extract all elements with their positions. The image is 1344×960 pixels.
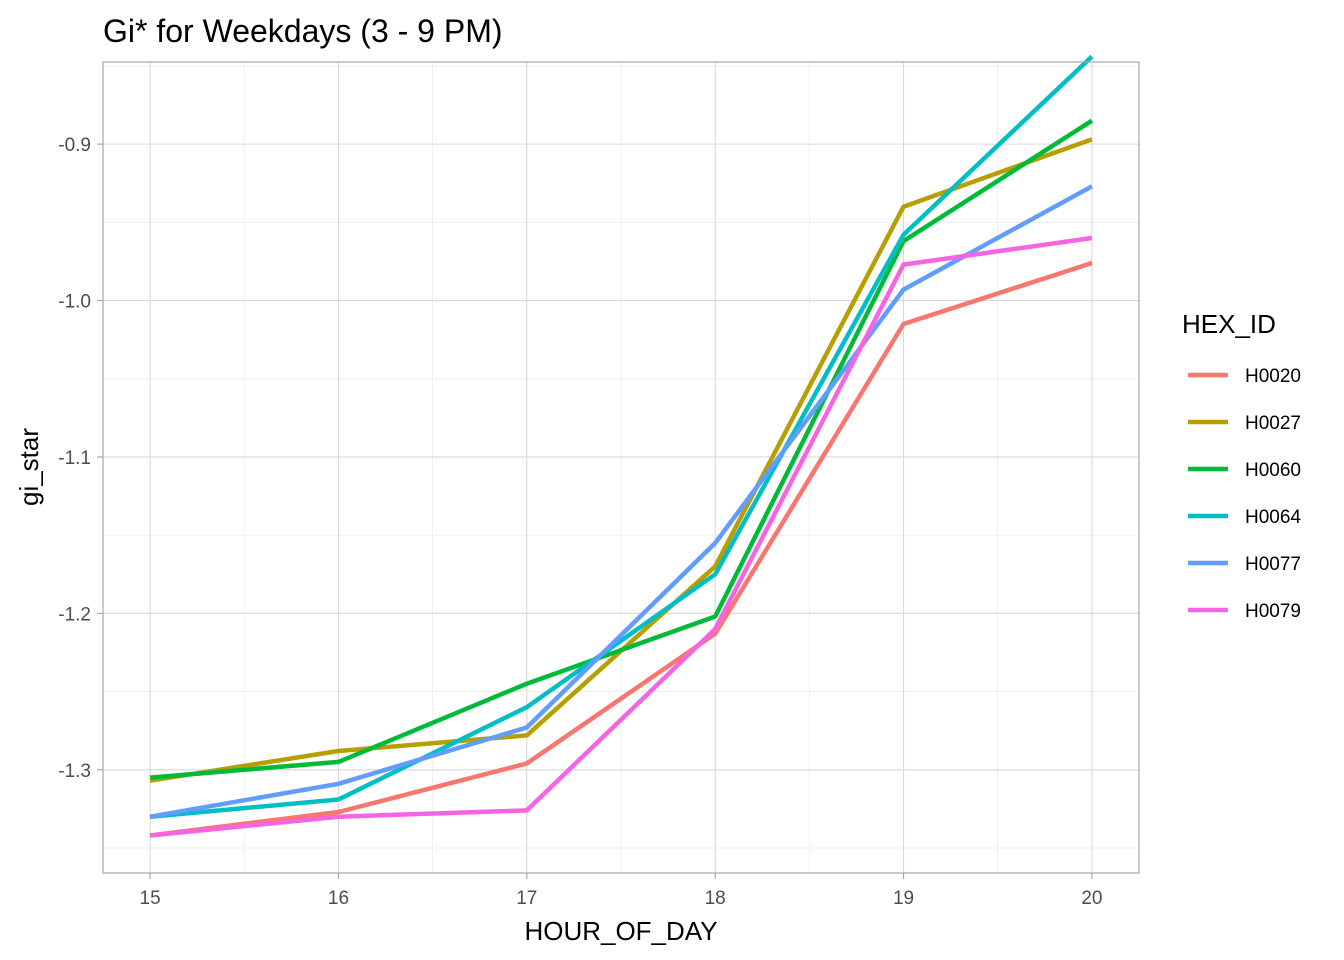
series-line-h0020 xyxy=(149,260,1093,838)
minor-gridlines xyxy=(103,62,1139,873)
x-tick-label: 18 xyxy=(705,888,726,909)
y-tick-label: -1.3 xyxy=(58,761,91,782)
y-tick-label: -1.0 xyxy=(58,292,91,313)
plot-panel-border xyxy=(102,61,1140,874)
series-line-h0077 xyxy=(149,184,1093,819)
major-gridlines xyxy=(103,62,1139,873)
y-tick-label: -1.2 xyxy=(58,604,91,625)
y-axis-ticks: -1.3 -1.2 -1.1 -1.0 -0.9 xyxy=(58,135,103,782)
legend-label-h0060: H0060 xyxy=(1245,460,1301,481)
legend-label-h0079: H0079 xyxy=(1245,601,1301,622)
x-tick-label: 17 xyxy=(516,888,537,909)
y-tick-label: -0.9 xyxy=(58,135,91,156)
series-lines xyxy=(149,54,1094,838)
x-tick-label: 15 xyxy=(140,888,161,909)
x-tick-label: 19 xyxy=(893,888,914,909)
legend-label-h0064: H0064 xyxy=(1245,507,1301,528)
x-axis-ticks: 15 16 17 18 19 20 xyxy=(140,873,1102,909)
x-tick-label: 20 xyxy=(1081,888,1102,909)
legend-label-h0020: H0020 xyxy=(1245,366,1301,387)
y-axis-title: gi_star xyxy=(14,428,44,506)
y-tick-label: -1.1 xyxy=(58,448,91,469)
series-line-h0064 xyxy=(149,54,1094,819)
legend: HEX_ID H0020 H0027 H0060 H0064 H0077 H0079 xyxy=(1182,309,1301,622)
series-line-h0079 xyxy=(149,235,1093,838)
legend-title: HEX_ID xyxy=(1182,309,1276,339)
chart-title: Gi* for Weekdays (3 - 9 PM) xyxy=(103,13,503,49)
legend-label-h0077: H0077 xyxy=(1245,554,1301,575)
legend-label-h0027: H0027 xyxy=(1245,413,1301,434)
x-tick-label: 16 xyxy=(328,888,349,909)
series-line-h0060 xyxy=(149,118,1094,780)
x-axis-title: HOUR_OF_DAY xyxy=(524,916,717,946)
